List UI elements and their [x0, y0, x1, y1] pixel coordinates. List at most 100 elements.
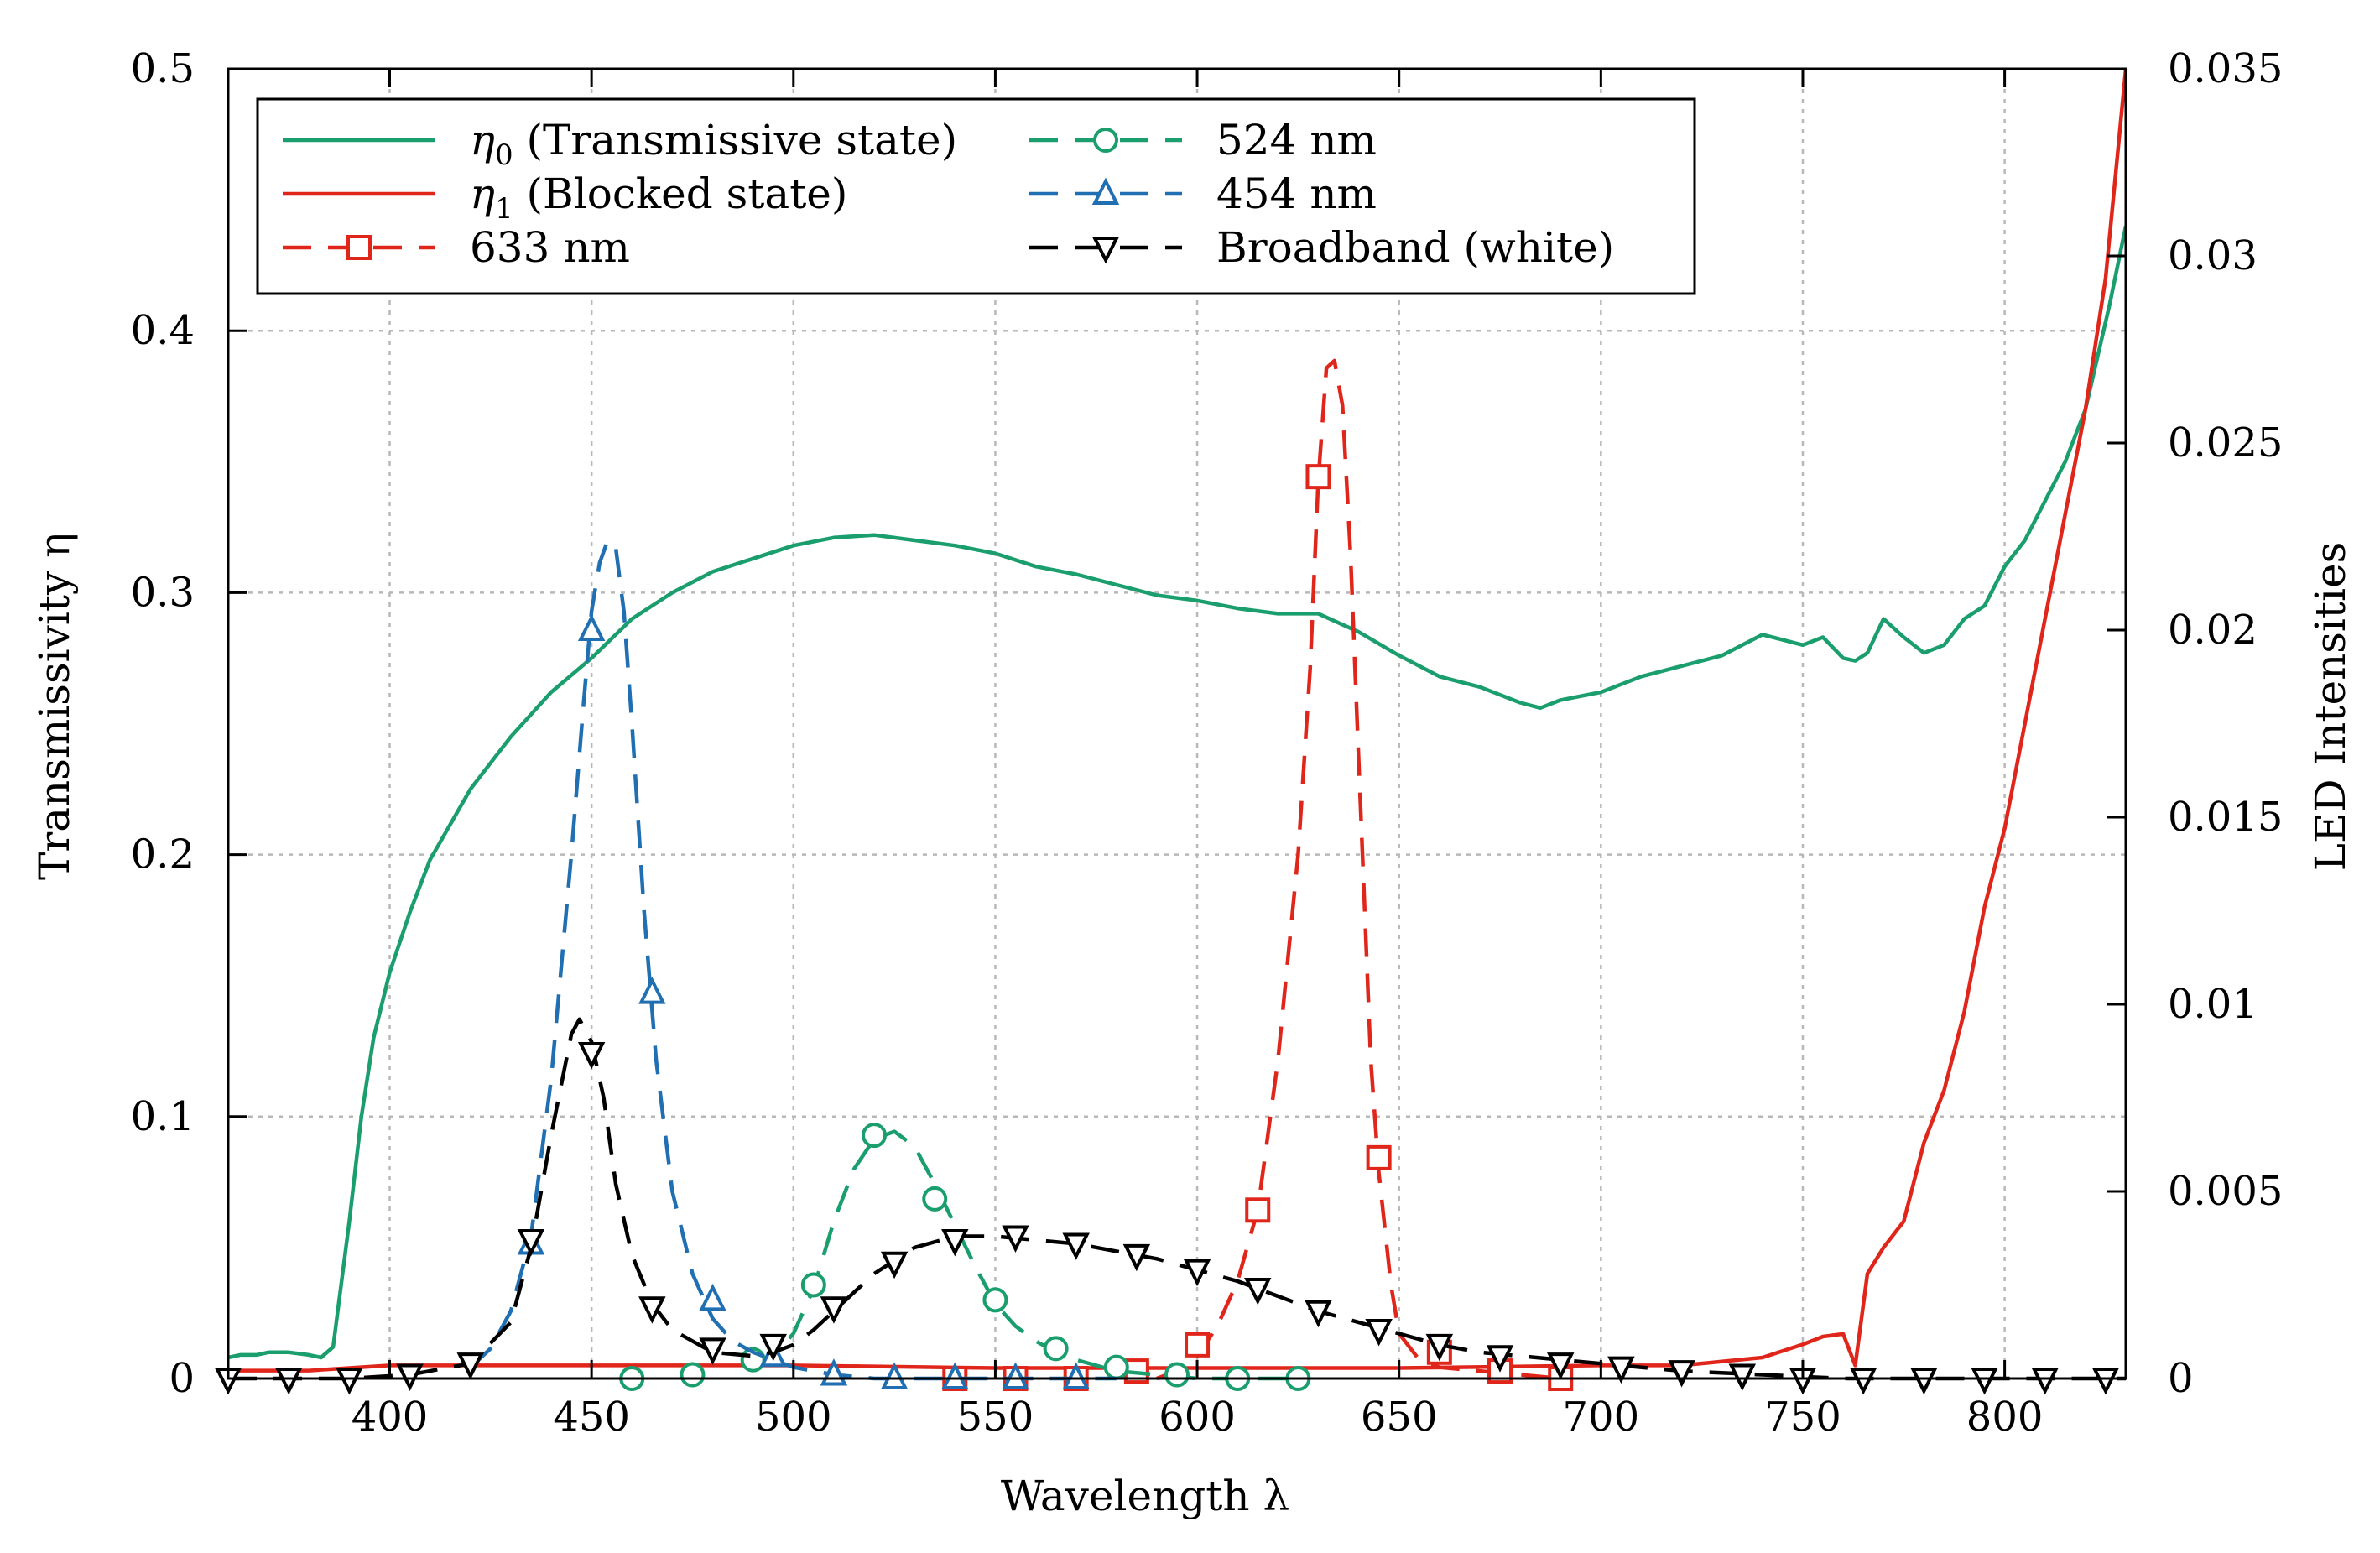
data-point-led524 [1164, 1362, 1190, 1388]
data-point-broadband [1668, 1360, 1695, 1388]
x-tick-label: 400 [352, 1394, 429, 1441]
y2-axis-title: LED Intensities [2306, 542, 2355, 872]
y2-tick-label: 0 [2168, 1355, 2194, 1402]
data-point-broadband [699, 1337, 726, 1365]
data-point-led454 [699, 1283, 726, 1311]
data-point-broadband [820, 1296, 848, 1324]
y-axis-title: Transmissivity η [30, 533, 79, 880]
legend-box [256, 97, 1696, 295]
y2-tick-label: 0.01 [2168, 981, 2258, 1028]
data-point-led524 [862, 1123, 888, 1149]
data-point-broadband [456, 1352, 485, 1380]
data-point-broadband [1849, 1368, 1877, 1395]
data-point-led524 [1103, 1354, 1129, 1380]
y2-tick-label: 0.035 [2168, 45, 2283, 92]
x-tick-label: 700 [1563, 1394, 1640, 1441]
data-point-led633 [1305, 464, 1331, 490]
data-point-led454 [638, 977, 666, 1004]
legend-label: η1 (Blocked state) [470, 169, 847, 226]
data-point-broadband [336, 1368, 363, 1395]
data-point-led454 [880, 1362, 909, 1389]
series-eta0 [227, 225, 2128, 1360]
y2-tick-label: 0.015 [2168, 794, 2283, 841]
data-point-broadband [517, 1228, 545, 1257]
series-broadband [214, 1017, 2126, 1395]
legend-marker [1093, 128, 1118, 153]
x-tick-label: 800 [1966, 1394, 2044, 1441]
data-point-broadband [1002, 1225, 1029, 1253]
legend-entry-led633: 633 nm [283, 223, 630, 272]
data-point-broadband [1183, 1259, 1211, 1287]
y-tick-label: 0.1 [131, 1093, 195, 1140]
y-tick-label: 0.2 [131, 831, 195, 878]
plot-border [227, 67, 2127, 1380]
legend: η0 (Transmissive state)η1 (Blocked state… [256, 97, 1696, 295]
legend-label: η0 (Transmissive state) [470, 116, 957, 172]
data-point-broadband [274, 1368, 303, 1395]
legend-label: 633 nm [470, 223, 630, 272]
data-point-broadband [759, 1333, 787, 1362]
data-point-broadband [941, 1228, 969, 1257]
series-line-led633 [1156, 358, 1561, 1381]
y2-tick-label: 0.03 [2168, 232, 2258, 279]
y2-tick-label: 0.025 [2168, 420, 2283, 466]
data-point-broadband [1305, 1300, 1332, 1328]
data-point-broadband [1910, 1368, 1938, 1395]
data-point-broadband [880, 1251, 909, 1279]
legend-entry-led454: 454 nm [1029, 169, 1377, 218]
data-point-led454 [1002, 1362, 1029, 1389]
data-point-led633 [1185, 1332, 1211, 1358]
legend-entry-eta1: η1 (Blocked state) [283, 169, 847, 226]
x-tick-label: 500 [755, 1394, 832, 1441]
data-point-led633 [1366, 1144, 1392, 1170]
data-point-broadband [1971, 1368, 1998, 1395]
series-line-led454 [469, 538, 1117, 1381]
data-point-broadband [1365, 1319, 1393, 1347]
x-tick-label: 650 [1361, 1394, 1438, 1441]
legend-entry-led524: 524 nm [1029, 116, 1377, 164]
axis-ticks: 400 450 500 550 600 650 700 750 800 0 0.1 0.2 0.3 0.4… [131, 45, 2284, 1441]
x-axis-title: Wavelength λ [1001, 1472, 1289, 1520]
data-point-broadband [577, 1041, 606, 1070]
series-line-led524 [752, 1129, 1299, 1381]
data-point-broadband [1546, 1352, 1575, 1380]
data-point-led524 [1043, 1336, 1069, 1362]
y-tick-label: 0.5 [131, 45, 195, 92]
legend-label: Broadband (white) [1216, 223, 1614, 272]
x-tick-label: 450 [553, 1394, 630, 1441]
series-line-broadband [228, 1017, 2126, 1381]
data-point-led524 [982, 1287, 1008, 1313]
data-point-led454 [577, 613, 606, 641]
series-line-eta0 [227, 225, 2128, 1360]
data-point-led633 [1245, 1197, 1271, 1223]
data-point-broadband [1486, 1345, 1514, 1373]
y2-tick-label: 0.02 [2168, 607, 2258, 654]
data-point-led454 [941, 1362, 969, 1389]
data-point-led524 [800, 1272, 826, 1298]
data-point-broadband [396, 1363, 424, 1392]
y-tick-label: 0 [169, 1355, 195, 1402]
data-point-led524 [922, 1186, 948, 1212]
y2-tick-label: 0.005 [2168, 1168, 2283, 1215]
data-point-broadband [1244, 1277, 1272, 1305]
data-point-broadband [1122, 1243, 1151, 1272]
data-point-led454 [1062, 1362, 1090, 1389]
data-point-led524 [680, 1362, 706, 1388]
data-point-broadband [638, 1296, 666, 1324]
data-point-broadband [1728, 1363, 1757, 1392]
legend-marker [1091, 237, 1120, 264]
legend-entry-broadband: Broadband (white) [1029, 223, 1614, 272]
grid [228, 69, 2126, 1378]
legend-marker [1091, 177, 1120, 205]
data-point-broadband [2091, 1368, 2120, 1395]
data-point-broadband [2031, 1368, 2059, 1395]
data-point-broadband [1607, 1356, 1635, 1384]
x-tick-label: 750 [1764, 1394, 1841, 1441]
legend-label: 454 nm [1216, 169, 1377, 218]
x-tick-label: 550 [957, 1394, 1034, 1441]
legend-entry-eta0: η0 (Transmissive state) [283, 116, 957, 172]
x-tick-label: 600 [1159, 1394, 1236, 1441]
plot-frame [227, 67, 2127, 1380]
legend-marker [346, 235, 372, 260]
